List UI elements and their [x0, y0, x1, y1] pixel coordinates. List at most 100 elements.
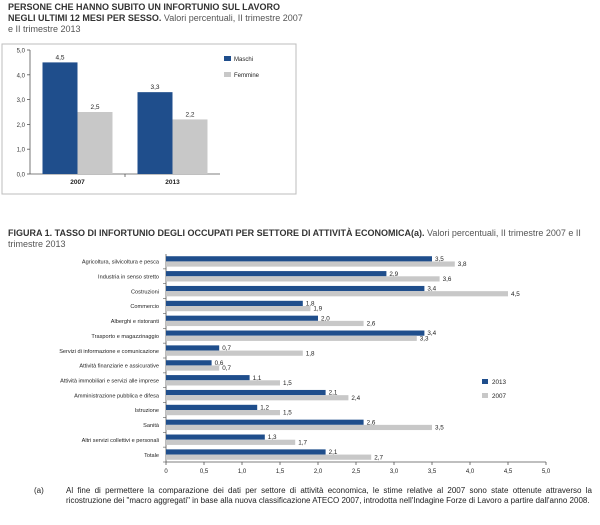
chart1-bar: [137, 92, 173, 174]
chart2-xtick-label: 1,5: [276, 469, 285, 475]
chart2-legend-swatch: [482, 393, 488, 398]
chart2-title-rest: Valori percentuali, II trimestre 2007 e …: [8, 228, 581, 249]
chart2-data-label: 1,3: [268, 434, 277, 441]
chart2-data-label: 4,5: [511, 291, 520, 298]
chart1-data-label: 2,5: [90, 104, 99, 111]
chart2-title: FIGURA 1. TASSO DI INFORTUNIO DEGLI OCCU…: [8, 228, 593, 250]
chart2-category-label: Sanità: [143, 423, 160, 429]
chart1-title-bold: PERSONE CHE HANNO SUBITO UN INFORTUNIO S…: [8, 2, 281, 23]
chart2-bar: [166, 375, 250, 381]
chart1-category-label: 2007: [70, 179, 85, 186]
chart2-data-label: 2,1: [329, 449, 338, 456]
chart1-data-label: 3,3: [150, 84, 159, 91]
chart2-bar: [166, 291, 508, 297]
chart2-data-label: 1,5: [283, 380, 292, 387]
chart1-bar: [172, 119, 208, 174]
chart1-bar: [42, 62, 78, 174]
chart2-xtick-label: 5,0: [542, 469, 551, 475]
footnote-text: Al fine di permettere la comparazione de…: [66, 486, 592, 505]
chart2-xtick-label: 3,5: [428, 469, 437, 475]
chart2-data-label: 2,0: [321, 315, 330, 322]
chart2-bar: [166, 410, 280, 416]
chart2-xtick-label: 4,0: [466, 469, 475, 475]
chart2-data-label: 3,5: [435, 256, 444, 263]
chart2-bar: [166, 315, 318, 321]
chart2-category-label: Altri servizi collettivi e personali: [82, 438, 159, 444]
chart2-bar: [166, 449, 326, 455]
chart2-bar: [166, 439, 296, 445]
chart2-data-label: 3,4: [427, 330, 436, 337]
chart1-ytick-label: 4,0: [17, 73, 26, 79]
chart2-category-label: Industria in senso stretto: [98, 274, 159, 280]
chart2-bar: [166, 389, 326, 396]
chart2-data-label: 3,6: [443, 276, 452, 283]
chart1-ytick-label: 2,0: [17, 123, 26, 129]
chart2-category-label: Amministrazione pubblica e difesa: [74, 393, 160, 399]
chart-sex: 0,0 1,0 2,0 3,0 4,0 5,0 4,5 2,5 2007 3,3 2,2 2013 Ma…: [1, 43, 297, 195]
chart2-bar: [166, 261, 455, 267]
chart2-bar: [166, 404, 258, 410]
chart2-xtick-label: 0: [164, 469, 168, 475]
chart2-bar: [166, 320, 364, 327]
chart2-data-label: 1,5: [283, 410, 292, 417]
chart2-title-bold: FIGURA 1. TASSO DI INFORTUNIO DEGLI OCCU…: [8, 228, 425, 238]
chart2-data-label: 1,1: [253, 375, 262, 382]
chart1-legend-swatch: [224, 56, 231, 61]
chart2-data-label: 2,6: [367, 321, 376, 328]
chart1-legend-swatch: [224, 72, 231, 77]
chart1-title-rest: Valori percentuali, II trimestre 2007 e …: [8, 13, 303, 34]
chart2-xtick-label: 2,5: [352, 469, 361, 475]
chart2-bar: [166, 276, 440, 282]
chart2-category-label: Servizi di informazione e comunicazione: [59, 349, 159, 355]
chart1-ytick-label: 5,0: [17, 49, 26, 55]
chart2-bar: [166, 300, 303, 306]
chart2-data-label: 1,2: [260, 405, 269, 412]
chart2-bar: [166, 285, 425, 292]
chart2-xtick-label: 1,0: [238, 469, 247, 475]
chart2-bar: [166, 424, 432, 431]
chart2-category-label: Agricoltura, silvicoltura e pesca: [82, 260, 160, 266]
chart2-category-label: Alberghi e ristoranti: [111, 319, 159, 325]
chart2-bar: [166, 419, 364, 425]
chart2-data-label: 2,4: [351, 395, 360, 402]
chart2-category-label: Trasporto e magazzinaggio: [91, 334, 159, 340]
chart2-data-label: 1,8: [306, 301, 315, 308]
chart2-data-label: 2,7: [374, 454, 383, 461]
chart-sector: 0 0,5 1,0 1,5 2,0 2,5 3,0 3,5 4,0 4,5 5,0 Agricoltu…: [59, 254, 551, 475]
chart2-bar: [166, 454, 372, 460]
chart2-bar: [166, 365, 220, 371]
chart1-data-label: 2,2: [185, 111, 194, 118]
chart1-ytick-label: 1,0: [17, 148, 26, 154]
chart2-data-label: 1,9: [313, 306, 322, 313]
chart2-data-label: 3,3: [420, 335, 429, 342]
chart2-data-label: 0,6: [215, 360, 224, 367]
chart2-category-label: Istruzione: [135, 408, 159, 414]
chart2-category-label: Costruzioni: [131, 289, 159, 295]
chart2-bar: [166, 395, 349, 401]
chart2-xtick-label: 4,5: [504, 469, 513, 475]
chart2-data-label: 2,1: [329, 390, 338, 397]
chart2-bar: [166, 345, 220, 351]
chart2-bar: [166, 306, 311, 312]
chart2-data-label: 1,7: [298, 439, 307, 446]
chart1-legend-label: Femmine: [234, 73, 260, 79]
chart2-data-label: 1,8: [306, 350, 315, 357]
chart2-data-label: 0,7: [222, 365, 231, 372]
chart2-category-label: Attività finanziarie e assicurative: [79, 364, 159, 370]
chart2-data-label: 2,9: [389, 271, 398, 278]
chart2-bar: [166, 360, 212, 366]
chart2-category-label: Commercio: [130, 304, 159, 310]
chart2-bar: [166, 434, 265, 440]
chart2-bar: [166, 380, 280, 386]
chart2-category-label: Totale: [144, 453, 159, 459]
chart2-legend-label: 2007: [492, 393, 507, 400]
chart1-category-label: 2013: [165, 179, 180, 186]
chart2-bar: [166, 256, 432, 262]
chart1-data-label: 4,5: [55, 54, 64, 61]
chart2-xtick-label: 0,5: [200, 469, 209, 475]
chart2-data-label: 3,4: [427, 286, 436, 293]
chart2-data-label: 2,6: [367, 419, 376, 426]
footnote-mark: (a): [34, 486, 44, 495]
chart2-bar: [166, 335, 417, 341]
chart1-ytick-label: 3,0: [17, 98, 26, 104]
